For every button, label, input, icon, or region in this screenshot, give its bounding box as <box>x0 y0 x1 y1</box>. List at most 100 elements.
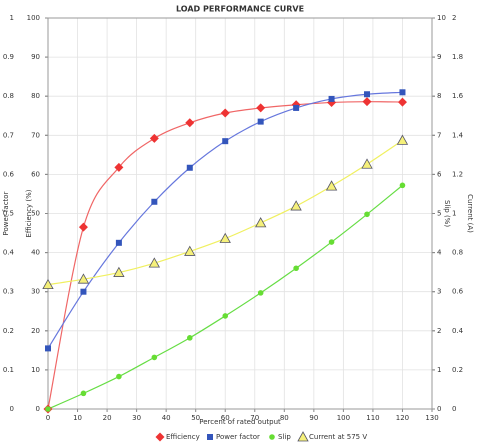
y-tick-label: 0 <box>10 405 14 413</box>
marker <box>116 373 122 380</box>
y-tick-label: 0.6 <box>452 288 464 296</box>
plot-frame <box>47 17 433 410</box>
marker <box>42 278 54 290</box>
legend-item: Slip <box>269 433 291 441</box>
y-tick-label: 3 <box>437 288 441 296</box>
y-tick-label: 1.4 <box>452 131 464 139</box>
marker <box>361 158 373 169</box>
marker <box>257 290 264 296</box>
y-tick-label: 80 <box>31 92 40 100</box>
legend-label: Current at 575 V <box>309 433 367 441</box>
y-tick-label: 0.8 <box>452 249 463 257</box>
marker <box>185 118 195 128</box>
marker <box>45 406 51 412</box>
y-axis-label: Power factor <box>2 191 10 235</box>
y-tick-label: 0.6 <box>3 170 15 178</box>
y-tick-label: 7 <box>437 131 441 139</box>
x-tick-label: 130 <box>425 414 438 422</box>
marker <box>254 217 267 228</box>
legend-label: Slip <box>278 433 291 441</box>
y-tick-label: 0.5 <box>3 210 14 218</box>
marker <box>115 239 122 246</box>
x-tick-label: 90 <box>309 414 318 422</box>
marker <box>80 390 87 397</box>
marker <box>399 89 406 96</box>
x-tick-label: 50 <box>191 414 200 422</box>
marker <box>113 266 125 277</box>
y-axis-label: Slip (%) <box>443 200 451 227</box>
y-tick-label: 2 <box>437 327 441 335</box>
marker <box>257 118 264 125</box>
marker <box>155 432 165 442</box>
marker <box>45 345 51 352</box>
y-tick-label: 0 <box>437 405 441 413</box>
y-tick-label: 50 <box>31 210 40 218</box>
y-tick-label: 9 <box>437 53 441 61</box>
y-tick-label: 40 <box>31 249 40 257</box>
y-tick-label: 70 <box>31 131 40 139</box>
y-tick-label: 90 <box>31 53 40 61</box>
legend-item: Current at 575 V <box>297 431 367 442</box>
marker <box>77 273 90 284</box>
y-tick-label: 10 <box>437 14 446 22</box>
marker <box>397 97 407 107</box>
y-tick-label: 4 <box>437 249 442 257</box>
marker <box>297 431 309 442</box>
x-tick-label: 110 <box>366 414 379 422</box>
marker <box>151 354 158 361</box>
y-tick-label: 8 <box>437 92 441 100</box>
legend-label: Efficiency <box>166 433 200 441</box>
marker <box>148 257 161 268</box>
y-tick-label: 5 <box>437 210 441 218</box>
y-axis-label: Efficiency (%) <box>25 189 33 237</box>
legend-item: Efficiency <box>155 432 200 442</box>
marker <box>399 182 406 189</box>
marker <box>114 162 124 172</box>
chart-title: LOAD PERFORMANCE CURVE <box>176 5 304 14</box>
y-tick-label: 30 <box>31 288 40 296</box>
x-tick-label: 0 <box>46 414 50 422</box>
y-tick-label: 0.8 <box>3 92 14 100</box>
marker <box>328 239 335 245</box>
legend-item: Power factor <box>207 433 260 441</box>
y-tick-label: 1.6 <box>452 92 464 100</box>
y-axis-label: Current (A) <box>466 194 474 233</box>
legend-label: Power factor <box>216 433 260 441</box>
y-tick-label: 1 <box>452 210 456 218</box>
y-tick-label: 1 <box>10 14 14 22</box>
y-tick-label: 0.7 <box>3 131 14 139</box>
marker <box>396 134 409 145</box>
marker <box>328 95 335 102</box>
y-tick-label: 0 <box>452 405 456 413</box>
y-tick-label: 0.2 <box>452 366 463 374</box>
x-axis-label: Percent of rated output <box>199 418 281 426</box>
x-tick-label: 60 <box>221 414 230 422</box>
marker <box>269 434 275 440</box>
marker <box>222 313 229 319</box>
marker <box>293 265 299 272</box>
x-tick-label: 100 <box>337 414 350 422</box>
marker <box>256 103 266 113</box>
y-tick-label: 0.1 <box>3 366 14 374</box>
marker <box>222 138 229 145</box>
marker <box>220 108 230 118</box>
marker <box>151 198 158 205</box>
x-tick-label: 20 <box>103 414 112 422</box>
marker <box>184 245 196 256</box>
marker <box>293 104 300 111</box>
marker <box>78 222 88 232</box>
marker <box>186 164 193 171</box>
marker <box>149 133 159 143</box>
y-tick-label: 1.8 <box>452 53 463 61</box>
y-tick-label: 0.4 <box>452 327 464 335</box>
marker <box>80 288 87 295</box>
series-line <box>47 101 403 410</box>
marker <box>364 91 371 98</box>
y-tick-label: 0 <box>36 405 40 413</box>
y-tick-label: 0.9 <box>3 53 14 61</box>
y-tick-label: 20 <box>31 327 40 335</box>
x-tick-label: 10 <box>73 414 82 422</box>
x-tick-label: 30 <box>132 414 141 422</box>
